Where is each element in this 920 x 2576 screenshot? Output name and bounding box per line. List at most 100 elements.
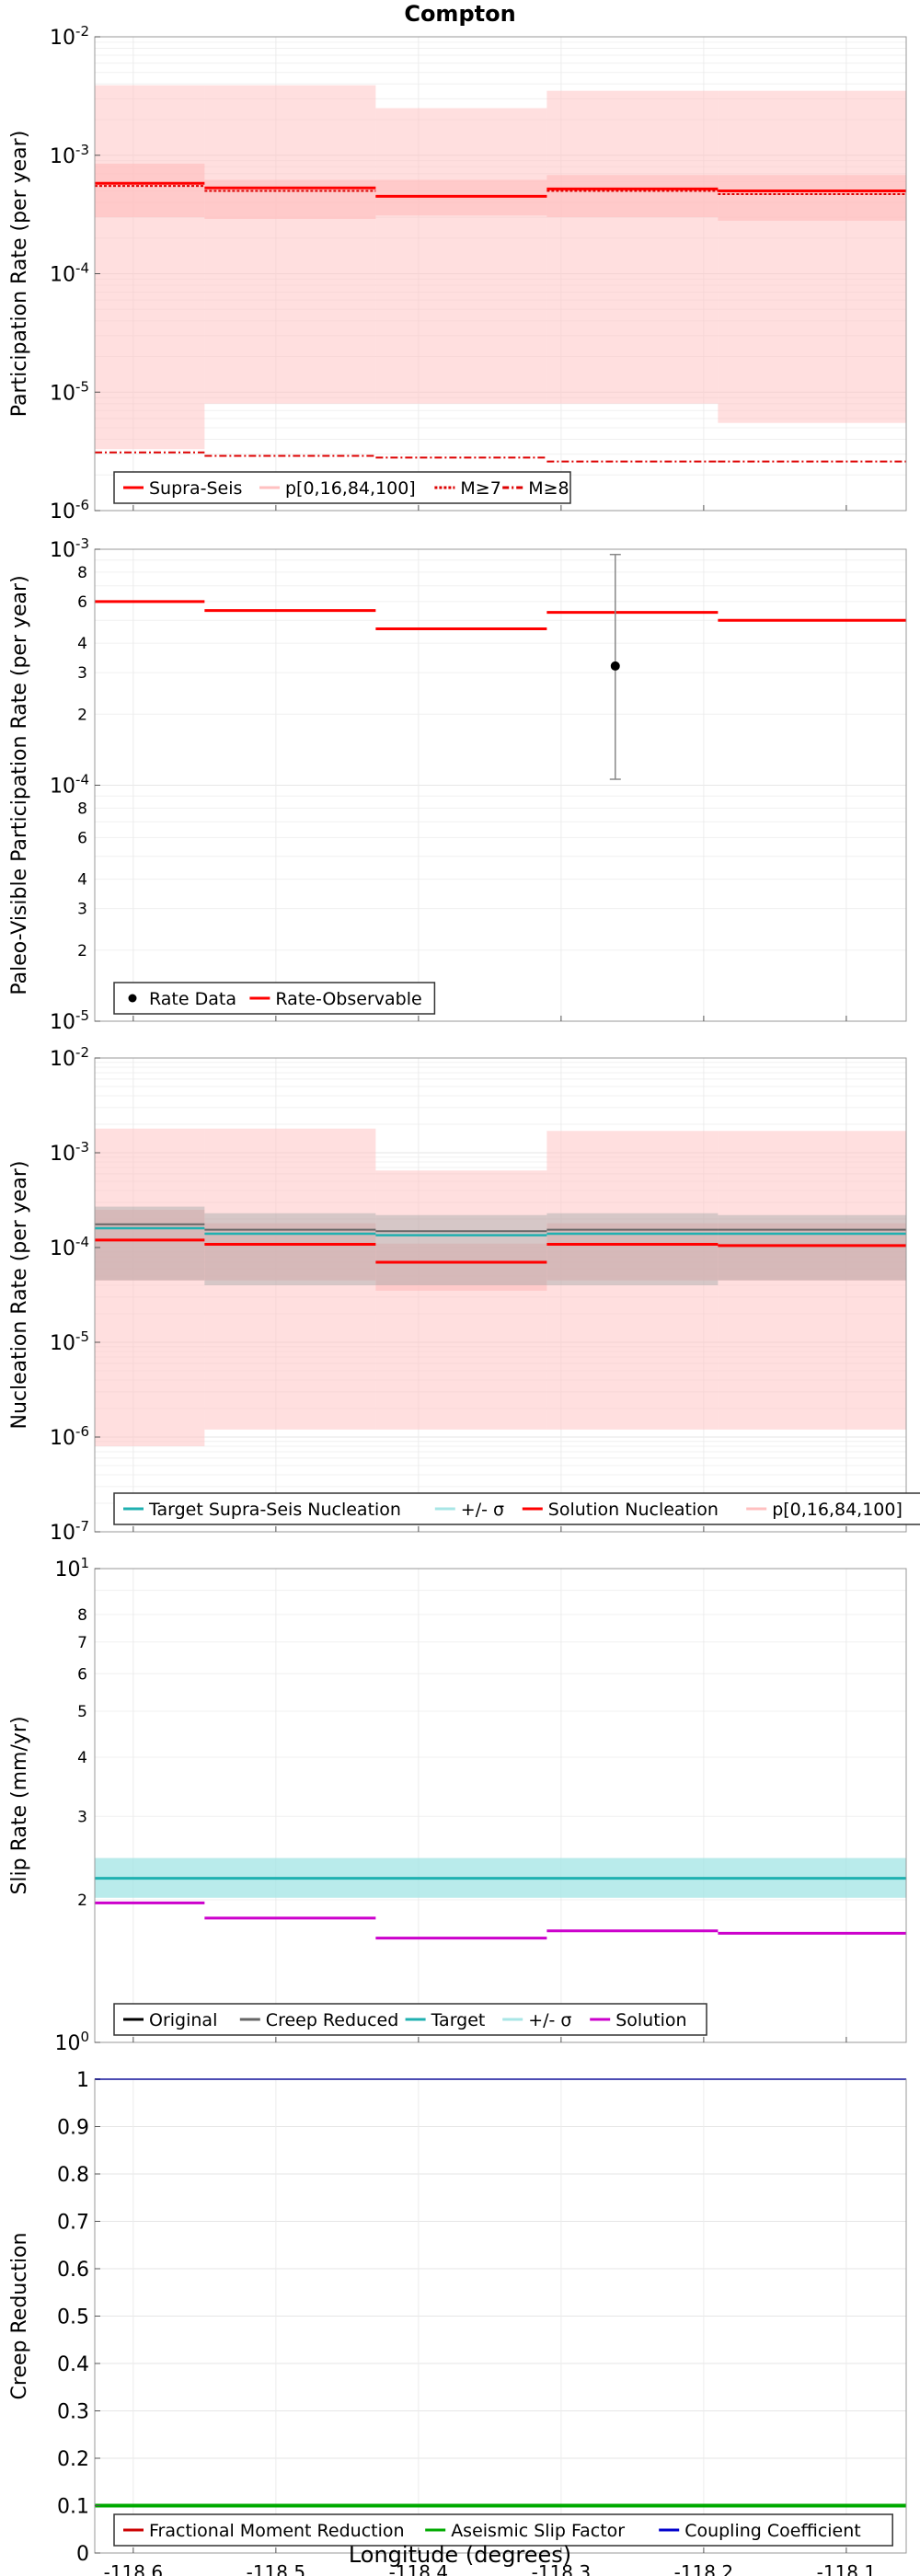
y-minor-tick-label: 8 [77, 799, 87, 818]
y-tick-label: 0.8 [57, 2164, 89, 2187]
y-tick-label: 10-3 [50, 535, 89, 562]
y-tick-label: 10-4 [50, 772, 89, 799]
y-minor-tick-label: 8 [77, 564, 87, 582]
legend-box [113, 982, 436, 1015]
band-p16-p84 [204, 179, 376, 219]
y-tick-label: 10-6 [50, 497, 89, 523]
legend-box [113, 1492, 920, 1525]
rate-data-point [610, 661, 620, 671]
band-p16-p84 [95, 1210, 205, 1281]
legend: Rate Data Rate-Observable [113, 982, 436, 1015]
y-tick-label: 0.4 [57, 2353, 89, 2376]
y-tick-label: 0.5 [57, 2306, 89, 2329]
legend-box [113, 2513, 893, 2547]
y-minor-tick-label: 2 [77, 706, 87, 724]
legend-label: Original [149, 2010, 217, 2030]
legend-label: Aseismic Slip Factor [451, 2521, 625, 2541]
y-tick-label: 0.2 [57, 2448, 89, 2471]
chart-title: Compton [404, 1, 516, 27]
band-target-sigma [375, 1214, 547, 1285]
y-minor-tick-label: 2 [77, 1892, 87, 1910]
legend-label: Fractional Moment Reduction [149, 2521, 405, 2541]
x-tick-label: -118.3 [532, 2561, 591, 2576]
legend: Target Supra-Seis Nucleation +/- σ Solutio… [113, 1492, 920, 1525]
y-axis-label: Creep Reduction [8, 2233, 31, 2400]
y-minor-tick-label: 2 [77, 942, 87, 960]
y-minor-tick-label: 3 [77, 901, 87, 919]
legend-label: Supra-Seis [149, 478, 242, 499]
legend-label: M≥8 [528, 478, 569, 499]
x-axis-label: Longitude (degrees) [348, 2542, 572, 2568]
y-minor-tick-label: 4 [77, 635, 87, 653]
y-tick-label: 10-5 [50, 1007, 89, 1034]
legend-label: Creep Reduced [266, 2010, 398, 2030]
y-tick-label: 101 [54, 1555, 89, 1581]
y-minor-tick-label: 4 [77, 1749, 87, 1767]
panel-paleo: Paleo-Visible Participation Rate (per ye… [8, 548, 907, 1022]
band-p0-p100 [718, 90, 906, 423]
legend: Supra-Seis p[0,16,84,100] M≥7 M≥8 [113, 471, 571, 504]
band-target-sigma [95, 1206, 205, 1281]
band-p16-p84 [95, 163, 205, 218]
x-tick-label: -118.4 [389, 2561, 448, 2576]
y-tick-label: 0.6 [57, 2259, 89, 2282]
y-tick-label: 0.3 [57, 2401, 89, 2424]
y-tick-label: 10-2 [50, 23, 89, 50]
band-p16-p84 [546, 175, 719, 218]
legend-label: Rate Data [149, 989, 236, 1009]
y-minor-tick-label: 3 [77, 664, 87, 683]
panel-creep: Creep Reduction Fractional Moment Reducti… [8, 2078, 907, 2576]
band-p0-p100 [546, 90, 719, 404]
plot-frame [94, 1057, 907, 1533]
legend-label: p[0,16,84,100] [285, 478, 416, 499]
y-tick-label: 10-5 [50, 1328, 89, 1355]
legend-label: Solution Nucleation [548, 1500, 719, 1520]
legend-label: Coupling Coefficient [684, 2521, 861, 2541]
legend-box [113, 471, 571, 504]
legend-label: p[0,16,84,100] [772, 1500, 903, 1520]
x-tick-label: -118.5 [247, 2561, 305, 2576]
plot-frame [94, 1568, 907, 2043]
band-p0-p100 [95, 85, 205, 450]
band-p0-p100 [204, 85, 376, 404]
band-target-sigma [546, 1213, 719, 1285]
y-minor-tick-label: 6 [77, 593, 87, 612]
legend-label: M≥7 [460, 478, 500, 499]
y-tick-label: 0.7 [57, 2212, 89, 2235]
band-p16-p84 [718, 175, 906, 221]
y-tick-label: 0.9 [57, 2117, 89, 2140]
x-tick-label: -118.1 [817, 2561, 876, 2576]
y-axis-label: Paleo-Visible Participation Rate (per ye… [8, 575, 31, 995]
y-minor-tick-label: 5 [77, 1703, 87, 1721]
y-axis-label: Nucleation Rate (per year) [8, 1161, 31, 1430]
legend-label: Target Supra-Seis Nucleation [148, 1500, 401, 1520]
y-minor-tick-label: 7 [77, 1634, 87, 1652]
y-tick-label: 10-4 [50, 1234, 89, 1260]
y-tick-label: 10-3 [50, 1139, 89, 1166]
y-axis-label: Slip Rate (mm/yr) [8, 1716, 31, 1894]
legend-label: +/- σ [461, 1500, 504, 1520]
y-tick-label: 1 [76, 2069, 89, 2092]
legend: Original Creep Reduced Target +/- σ Solution [113, 2003, 707, 2036]
y-tick-label: 0 [76, 2543, 89, 2566]
y-tick-label: 10-4 [50, 260, 89, 287]
legend-label: +/- σ [528, 2010, 571, 2030]
band-target-sigma [204, 1213, 376, 1285]
y-tick-label: 100 [54, 2029, 89, 2055]
x-tick-label: -118.6 [104, 2561, 163, 2576]
y-tick-label: 10-2 [50, 1044, 89, 1071]
x-tick-label: -118.2 [674, 2561, 733, 2576]
y-minor-tick-label: 6 [77, 829, 87, 847]
band-p16-p84 [375, 1243, 547, 1291]
legend-marker [128, 994, 137, 1003]
y-tick-label: 10-5 [50, 378, 89, 405]
band-p0-p100 [375, 108, 547, 404]
band-p0-p100 [375, 1170, 547, 1430]
legend-label: Target [431, 2010, 486, 2030]
panel-participation: Participation Rate (per year) Supra-Seis p… [8, 36, 907, 512]
band-p0-p100 [95, 1128, 205, 1446]
y-minor-tick-label: 4 [77, 871, 87, 890]
legend-label: Solution [615, 2010, 686, 2030]
y-minor-tick-label: 8 [77, 1606, 87, 1625]
